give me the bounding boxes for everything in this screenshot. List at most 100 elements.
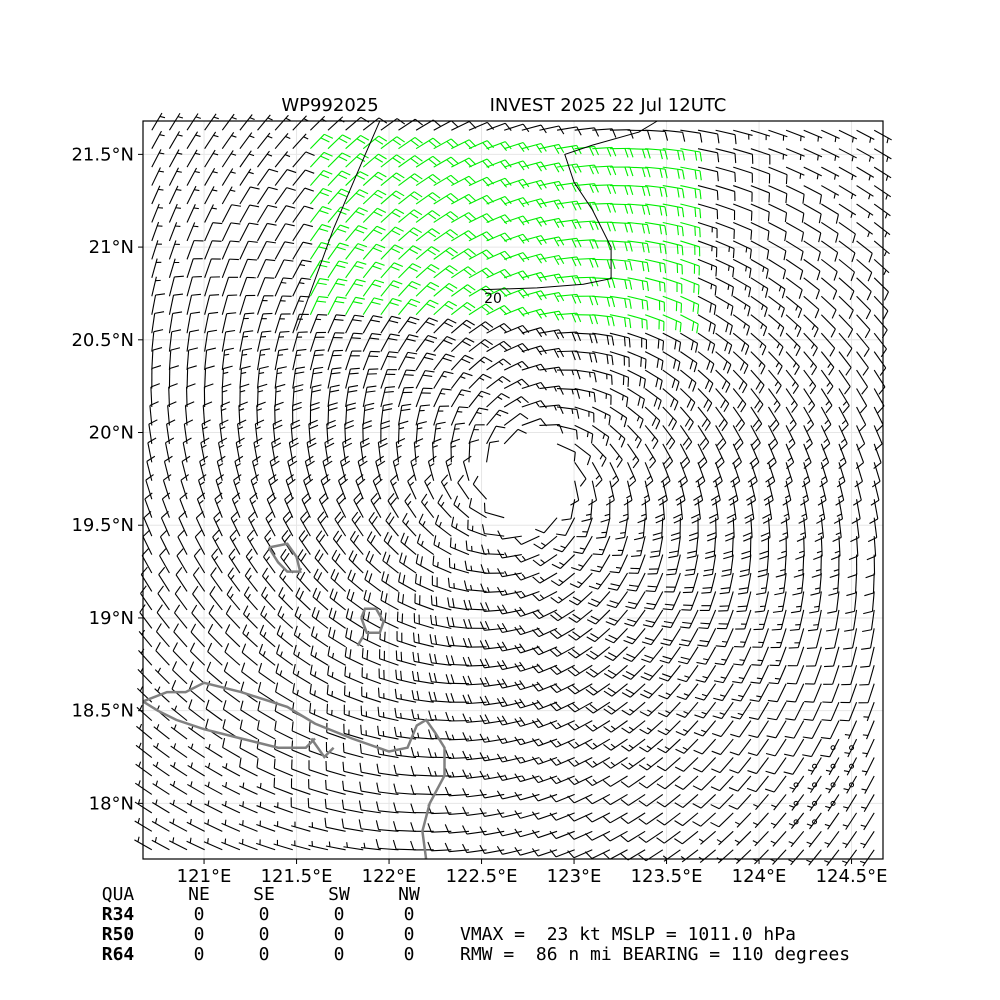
wind-barb (838, 406, 849, 432)
wind-barb (345, 171, 369, 186)
wind-barb (757, 554, 770, 578)
wind-barb (680, 314, 699, 334)
wind-barb (824, 849, 840, 866)
wind-barb (151, 258, 162, 278)
wind-barb (239, 719, 258, 740)
wind-barb (521, 271, 547, 282)
wind-barb (410, 746, 434, 759)
wind-barb (612, 535, 629, 556)
wind-barb (504, 233, 530, 244)
wind-barb (620, 793, 646, 806)
wind-barb (856, 129, 875, 143)
wind-barb (692, 794, 716, 809)
wind-barb (398, 316, 420, 334)
wind-barb (394, 688, 417, 703)
wind-barb (862, 738, 875, 758)
wind-barb (775, 554, 787, 578)
wind-barb (531, 627, 558, 638)
wind-barb (415, 173, 441, 187)
wind-barb (604, 627, 628, 644)
wind-barb (340, 455, 351, 481)
wind-barb (785, 369, 799, 395)
wind-barb (358, 819, 381, 832)
wind-barb (486, 159, 512, 170)
wind-barb (539, 162, 565, 173)
wind-barb (433, 174, 459, 187)
wind-barb (870, 480, 880, 506)
wind-barb (204, 222, 223, 242)
wind-barb (327, 349, 344, 371)
wind-barb (627, 185, 651, 197)
wind-barb (732, 406, 745, 432)
wind-barb (751, 646, 769, 666)
wind-barb (297, 549, 311, 574)
wind-barb (453, 495, 470, 519)
wind-barb (795, 536, 805, 560)
wind-barb (723, 536, 734, 560)
contour-line (481, 120, 658, 291)
wind-barb (680, 203, 702, 219)
wind-barb (155, 623, 170, 648)
wind-barb (359, 743, 381, 759)
wind-barb (168, 347, 181, 371)
wind-barb (362, 207, 387, 223)
wind-barb (753, 609, 770, 631)
wind-barb (273, 839, 293, 851)
wind-barb (188, 680, 206, 703)
wind-barb (609, 369, 630, 387)
wind-barb (531, 793, 558, 802)
wind-barb (861, 775, 875, 794)
wind-barb (415, 137, 441, 150)
wind-barb (415, 281, 440, 297)
wind-barb (750, 258, 769, 279)
wind-barb (380, 369, 397, 389)
table-cell: 0 (259, 924, 270, 945)
wind-barb (680, 369, 697, 392)
wind-barb (345, 278, 366, 297)
wind-barb (201, 419, 211, 444)
wind-barb (680, 295, 700, 314)
wind-barb (734, 628, 752, 648)
wind-barb (309, 169, 333, 186)
wind-barb (413, 613, 434, 629)
wind-barb (362, 385, 377, 408)
wind-barb (856, 295, 872, 320)
wind-barb (174, 585, 188, 611)
wind-barb (207, 642, 223, 666)
wind-barb (336, 492, 347, 518)
wind-barb (344, 647, 364, 666)
wind-barb (349, 530, 364, 555)
wind-barb (293, 644, 311, 666)
wind-barb (376, 782, 399, 795)
wind-barb (662, 591, 681, 611)
wind-barb (168, 222, 181, 242)
wind-barb (430, 614, 452, 629)
wind-barb (415, 192, 441, 205)
wind-barb (514, 535, 540, 546)
wind-barb (468, 338, 493, 353)
wind-barb (514, 680, 540, 691)
wind-barb (860, 831, 875, 849)
wind-barb (848, 536, 859, 561)
wind-barb (715, 369, 731, 393)
wind-barb (753, 794, 769, 811)
wind-barb (434, 514, 452, 537)
wind-barb (662, 332, 682, 352)
wind-barb (697, 148, 720, 163)
wind-barb (274, 187, 296, 205)
wind-barb (243, 586, 258, 611)
wind-barb (479, 844, 505, 854)
wind-barb (468, 249, 494, 260)
wind-barb (396, 631, 417, 648)
wind-barb (627, 166, 651, 178)
wind-barb (135, 742, 153, 758)
wind-barb (154, 667, 170, 685)
wind-barb (609, 185, 634, 196)
wind-barb (609, 240, 633, 252)
wind-barb (514, 791, 540, 801)
wind-barb (514, 643, 540, 654)
wind-barb (568, 627, 593, 641)
wind-barb (856, 258, 873, 282)
wind-barb (622, 664, 646, 680)
wind-barb (392, 821, 417, 832)
